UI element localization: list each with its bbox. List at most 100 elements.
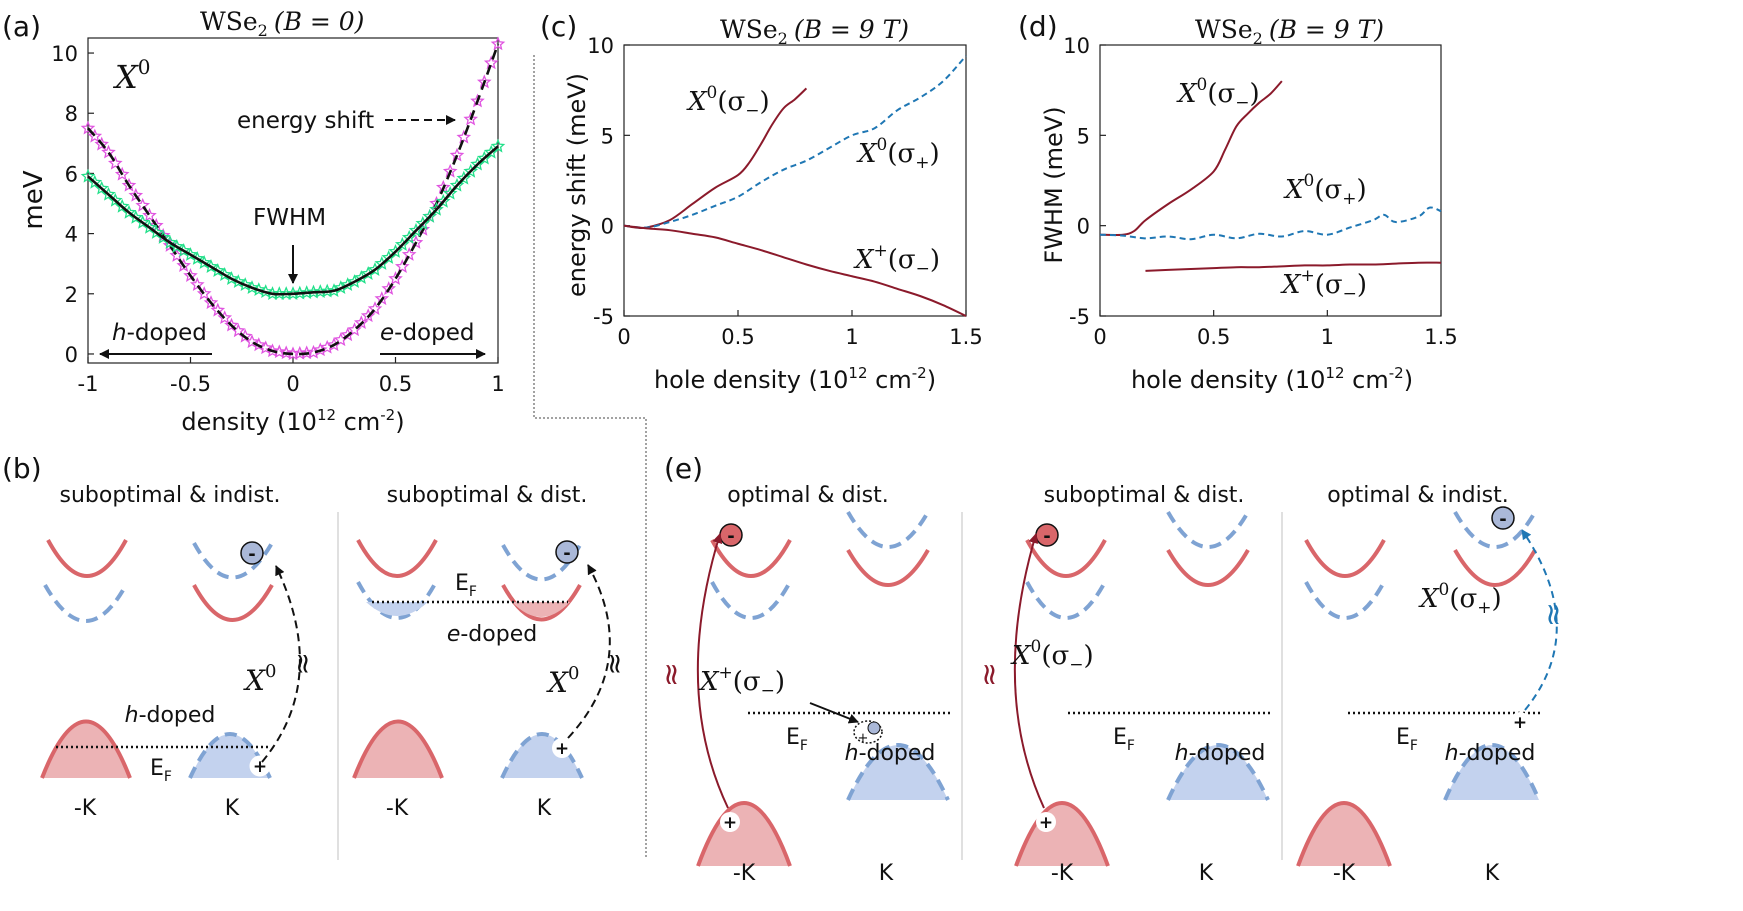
y-tick-label: 8 (65, 102, 78, 126)
exciton-arrow (1521, 529, 1558, 711)
hole-icon (720, 812, 740, 832)
x-tick-label: 0.5 (379, 372, 412, 396)
fwhm-point (408, 222, 424, 237)
series-line-1 (623, 55, 967, 229)
hole-pocket (1461, 730, 1523, 740)
band-blue-dashed (1166, 511, 1250, 549)
fwhm-point (94, 180, 110, 195)
chart-d-label-x0-plus: X0(σ+) (1283, 171, 1367, 209)
electron-sign: - (1043, 526, 1050, 547)
energy-shift-point (271, 344, 287, 359)
approx-icon: ≈ (1536, 602, 1571, 627)
energy-shift-point (210, 302, 226, 317)
chart-c-title: WSe2 (B = 9 T) (720, 15, 909, 48)
x-tick-label: 0 (1093, 325, 1106, 349)
y-tick-label: 0 (1077, 215, 1090, 239)
energy-shift-point (353, 315, 369, 330)
band-red (501, 584, 582, 622)
x-tick-label: 0 (286, 372, 299, 396)
band-red (846, 549, 930, 587)
band-red (1304, 539, 1386, 578)
schematic-b1: suboptimal & indist. h-doped EF - + X0 ≈… (40, 483, 320, 821)
energy-shift-point (490, 36, 506, 51)
band-blue-dashed (1304, 581, 1386, 620)
energy-shift-point (360, 308, 376, 323)
hole-icon (1510, 712, 1530, 732)
exciton-label: X+(σ−) (698, 663, 785, 701)
energy-shift-point (101, 144, 116, 159)
valley-k: K (1199, 861, 1214, 886)
schematic-e3: optimal & indist. EF h-doped - + ≈ X0(σ+… (1296, 483, 1571, 886)
band-red (46, 539, 128, 578)
valley-minus-k: -K (1051, 861, 1074, 886)
energy-shift-point (189, 277, 205, 291)
valley-minus-k: -K (74, 796, 97, 821)
schematic-b2-title: suboptimal & dist. (387, 483, 588, 508)
fwhm-point (456, 170, 472, 185)
chart-c-xlabel: hole density (1012 cm-2) (654, 364, 936, 394)
y-tick-label: 2 (65, 283, 78, 307)
valence-band-red (352, 719, 444, 779)
approx-icon: ≈ (654, 662, 689, 687)
trion-arrow (809, 702, 859, 724)
doping-label: h-doped (845, 741, 936, 766)
doping-label: h-doped (1175, 741, 1266, 766)
y-tick-label: 10 (587, 34, 614, 58)
energy-shift-point (107, 155, 123, 170)
valley-minus-k: -K (733, 861, 756, 886)
chart-c-label-xplus-minus: X+(σ−) (853, 241, 940, 279)
approx-icon: ≈ (972, 662, 1007, 687)
y-tick-label: 10 (51, 42, 78, 66)
fermi-label: EF (455, 571, 477, 600)
hole-icon (249, 755, 271, 777)
x-tick-label: 1 (1321, 325, 1334, 349)
x-tick-label: 1 (845, 325, 858, 349)
valence-band-red (696, 801, 792, 867)
band-blue-dashed (710, 581, 792, 620)
trion-electron-icon (867, 721, 881, 735)
valence-band-red (1296, 801, 1392, 867)
panel-label-b: (b) (2, 452, 42, 485)
fwhm-point (415, 215, 431, 230)
exciton-label: X0(σ−) (1010, 637, 1094, 675)
energy-shift-point (162, 237, 178, 252)
electron-sign: - (248, 544, 255, 565)
hole-sign: + (723, 813, 737, 833)
energy-shift-point (148, 217, 164, 232)
x-tick-label: -0.5 (170, 372, 211, 396)
y-tick-label: 0 (65, 343, 78, 367)
hole-icon (552, 738, 572, 758)
fwhm-fit-line (87, 145, 499, 296)
schematic-b1-title: suboptimal & indist. (60, 483, 281, 508)
valence-band-blue (846, 743, 950, 801)
approx-icon: ≈ (287, 652, 320, 675)
hole-pocket (865, 730, 931, 740)
series-line-2 (623, 224, 967, 317)
panel-label-e: (e) (664, 452, 703, 485)
fermi-label: EF (150, 756, 172, 785)
fwhm-point (388, 244, 403, 258)
valley-k: K (225, 796, 240, 821)
band-blue-dashed (846, 511, 930, 549)
fwhm-annotation: FWHM (253, 205, 326, 231)
hole-pocket (1185, 730, 1251, 740)
electron-sign: - (563, 543, 570, 564)
x-tick-label: 0.5 (721, 325, 754, 349)
valence-band-blue (500, 732, 584, 779)
energy-shift-point (142, 207, 157, 222)
chart-c-label-x0-plus: X0(σ+) (856, 135, 940, 173)
panel-label-d: (d) (1018, 10, 1058, 43)
y-tick-label: 10 (1063, 34, 1090, 58)
chart-a-ylabel: meV (19, 170, 49, 229)
chart-d-title: WSe2 (B = 9 T) (1195, 15, 1384, 48)
e-doped-annotation: e-doped (380, 320, 474, 346)
hole-sign: + (253, 757, 267, 777)
energy-shift-point (128, 187, 144, 202)
fwhm-point (490, 138, 506, 153)
fermi-label: EF (1113, 725, 1135, 754)
series-line-1 (1099, 206, 1442, 241)
chart-c-ylabel: energy shift (meV) (563, 73, 591, 297)
hole-sign: + (555, 739, 569, 759)
